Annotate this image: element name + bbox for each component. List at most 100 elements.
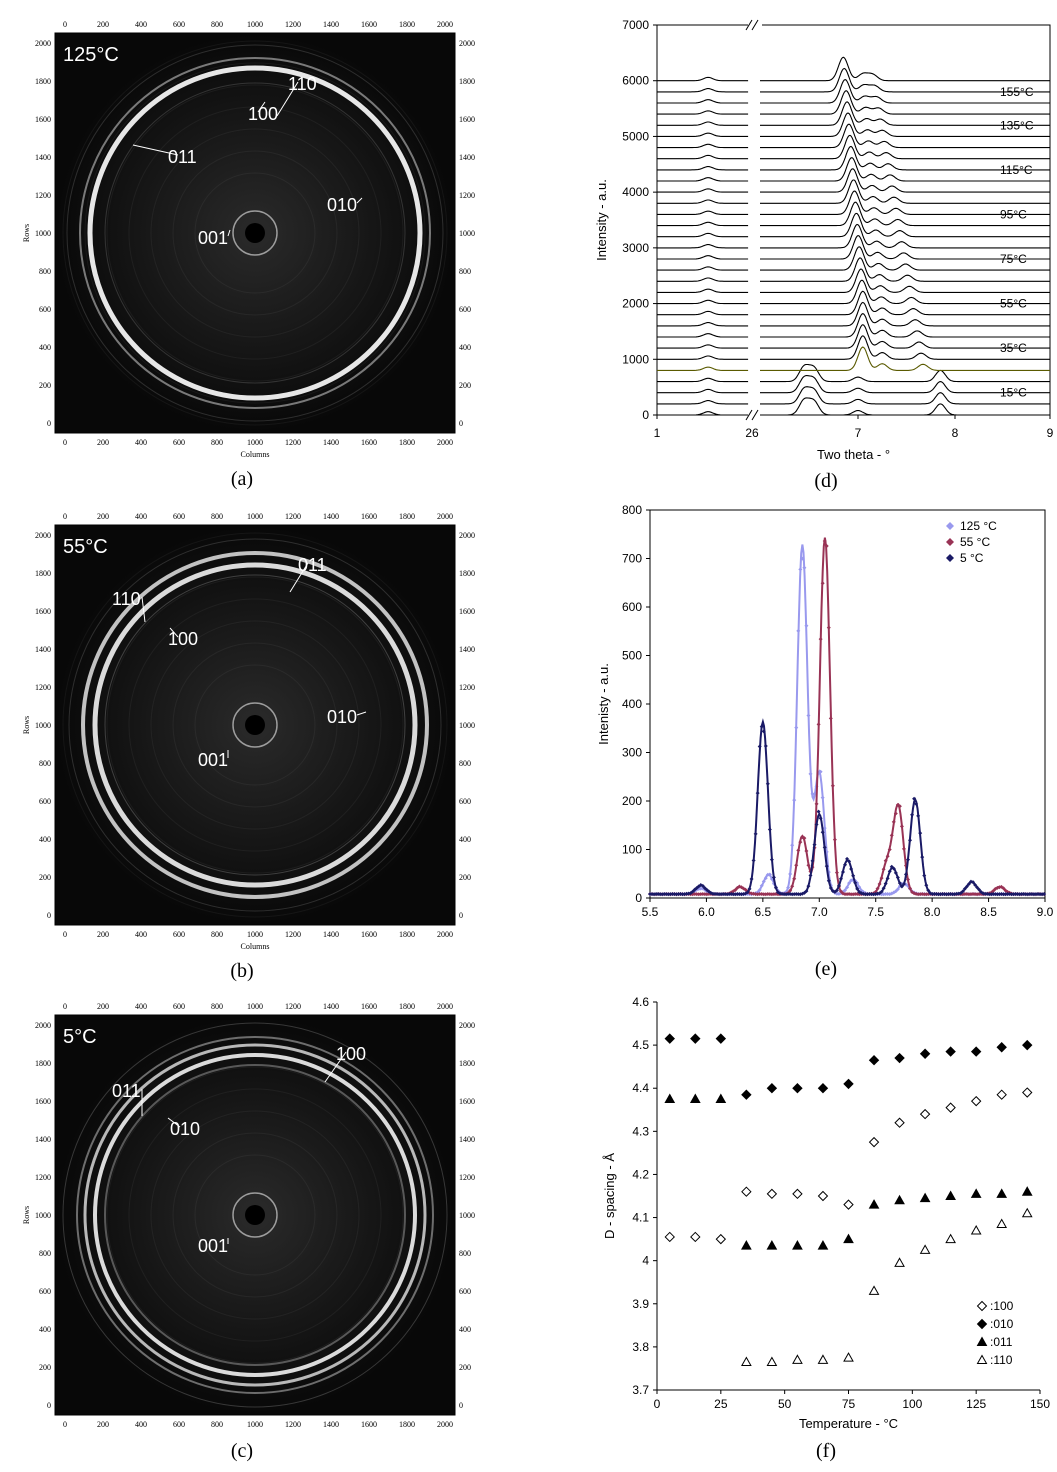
chart-f: 3.7 3.8 3.9 4 4.1 4.2 4.3 4.4 4.5 4.6 0 25 50 75 100 12… xyxy=(580,990,1057,1431)
diffraction-curve xyxy=(760,168,1050,193)
data-point xyxy=(676,892,681,897)
x-tick-label: 26 xyxy=(745,426,759,440)
faint-ring xyxy=(106,84,404,382)
plot-frame xyxy=(656,24,1051,416)
x-tick-bottom: 2000 xyxy=(437,930,453,939)
diffraction-curve xyxy=(760,179,1050,204)
data-point xyxy=(975,885,980,890)
x-tick-bottom: 1800 xyxy=(399,930,415,939)
faint-ring xyxy=(172,150,338,316)
data-point-filled-diamond xyxy=(766,1083,778,1094)
reflection-leader xyxy=(356,197,363,204)
data-point xyxy=(962,886,967,891)
y-tick-left: 0 xyxy=(47,419,51,428)
y-tick-right: 400 xyxy=(459,835,471,844)
y-tick-left: 1600 xyxy=(35,607,51,616)
data-point xyxy=(899,884,904,889)
data-point-open-diamond xyxy=(919,1108,931,1120)
reflection-leader xyxy=(289,562,309,593)
data-point xyxy=(788,892,793,897)
data-point xyxy=(822,845,827,850)
data-point-open-diamond xyxy=(690,1231,701,1243)
x-tick-bottom: 1800 xyxy=(399,438,415,447)
x-tick-top: 400 xyxy=(135,20,147,29)
x-tick-top: 200 xyxy=(97,1002,109,1011)
diffraction-curve xyxy=(760,257,1050,282)
faint-ring xyxy=(128,106,382,360)
diffraction-curve-low xyxy=(657,400,749,405)
faint-ring xyxy=(62,532,448,918)
data-point-filled-diamond xyxy=(1022,1039,1033,1051)
data-point xyxy=(816,722,821,727)
reflection-label-100: 100 xyxy=(168,629,198,649)
diffraction-curve xyxy=(760,78,1050,104)
y-tick-label: 500 xyxy=(622,649,642,663)
y-tick-label: 700 xyxy=(622,552,642,566)
x-tick-top: 1200 xyxy=(285,512,301,521)
legend-marker xyxy=(946,538,954,546)
curve-temperature-label: 75°C xyxy=(1000,252,1027,266)
data-point xyxy=(893,870,898,875)
data-point xyxy=(889,864,894,869)
data-point xyxy=(767,827,772,832)
legend-marker xyxy=(976,1354,988,1364)
y-axis-label: D - spacing - Å xyxy=(602,1153,617,1239)
diffraction-curve xyxy=(760,101,1050,126)
curve-temperature-label: 55°C xyxy=(1000,297,1027,311)
data-point xyxy=(883,858,888,863)
x-tick-top: 600 xyxy=(173,1002,185,1011)
data-point-open-diamond xyxy=(792,1188,803,1200)
y-tick-label: 6000 xyxy=(622,74,649,88)
detector-frame xyxy=(54,1014,456,1416)
legend-label: 125 °C xyxy=(960,519,997,533)
y-tick-left: 400 xyxy=(39,1325,51,1334)
x-tick-bottom: 0 xyxy=(63,438,67,447)
x-tick-top: 400 xyxy=(135,1002,147,1011)
x-tick-top: 0 xyxy=(63,1002,67,1011)
data-point xyxy=(824,543,829,548)
data-point xyxy=(1038,892,1043,897)
data-point xyxy=(865,892,870,897)
y-tick-right: 1200 xyxy=(459,191,475,200)
data-point xyxy=(905,857,910,862)
y-tick-label: 0 xyxy=(635,891,642,905)
diffraction-curve-low xyxy=(657,288,749,293)
data-point xyxy=(824,849,829,854)
x-tick-bottom: 1000 xyxy=(247,930,263,939)
diffraction-curve-low xyxy=(657,121,749,126)
x-axis-label: Columns xyxy=(241,942,270,951)
data-point xyxy=(759,883,764,888)
data-point-open-diamond xyxy=(945,1102,956,1113)
data-point xyxy=(1023,892,1028,897)
data-point xyxy=(885,876,890,881)
y-tick-label: 100 xyxy=(622,843,642,857)
x-tick-top: 800 xyxy=(211,20,223,29)
diffraction-curve-low xyxy=(657,76,749,82)
data-point xyxy=(759,724,764,729)
data-point xyxy=(914,801,919,806)
detector-panel-c: 5°C 100 011 010 001 0 0 0 0 200 200 200 200 400 400 400… xyxy=(20,990,490,1441)
diffraction-curve xyxy=(760,268,1050,293)
data-point-open-triangle xyxy=(1021,1207,1033,1218)
y-tick-left: 1000 xyxy=(35,1211,51,1220)
faint-ring xyxy=(150,128,360,338)
chart-d-svg: 0 1000 2000 3000 4000 5000 6000 7000 1 26 7 8 9 Two t… xyxy=(594,18,1054,462)
diffraction-ring xyxy=(68,538,442,912)
faint-ring xyxy=(194,172,316,294)
data-point-open-triangle xyxy=(919,1244,931,1254)
data-point xyxy=(973,892,978,897)
data-point xyxy=(804,889,809,894)
diffraction-ring xyxy=(92,562,418,888)
data-point xyxy=(891,866,896,871)
data-point xyxy=(987,892,992,897)
diffraction-curve xyxy=(760,190,1050,215)
axis-break-mark xyxy=(745,409,753,421)
y-tick-left: 1200 xyxy=(35,683,51,692)
legend-marker xyxy=(946,522,954,530)
diffraction-curve xyxy=(760,157,1050,182)
data-point xyxy=(875,891,880,896)
reflection-label-001: 001 xyxy=(198,228,228,248)
data-point xyxy=(954,891,959,896)
diffraction-curve xyxy=(760,90,1050,115)
data-point xyxy=(979,890,984,895)
